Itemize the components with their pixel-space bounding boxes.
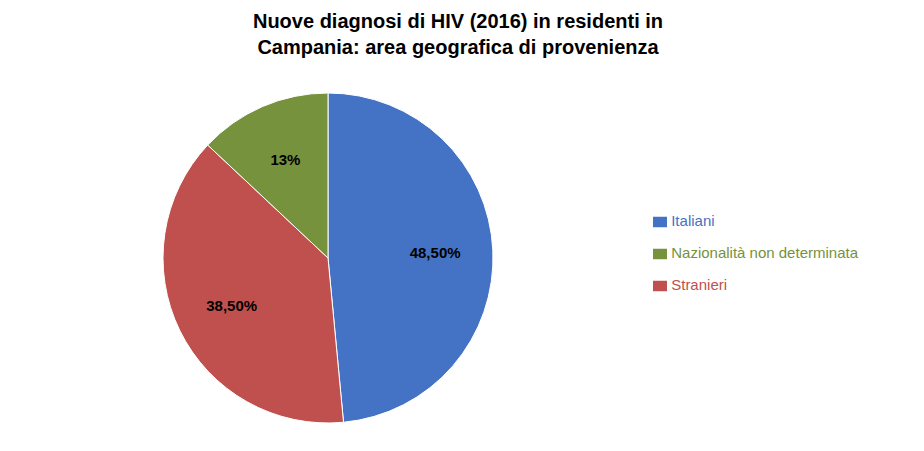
- html-text:Italiani: Italiani: [671, 212, 715, 229]
- html-text:Nazionalità non determinata: Nazionalità non determinata: [671, 244, 858, 261]
- svg-text:48,50%: 48,50%: [410, 244, 461, 261]
- svg-text:38,50%: 38,50%: [206, 297, 257, 314]
- html-text:Nuove diagnosi di HIV (2016) i: Nuove diagnosi di HIV (2016) in resident…: [253, 10, 663, 32]
- svg-text:13%: 13%: [270, 151, 300, 168]
- html-text:Campania: area geografica di p: Campania: area geografica di provenienza: [257, 36, 659, 58]
- html-text:Stranieri: Stranieri: [671, 276, 728, 293]
